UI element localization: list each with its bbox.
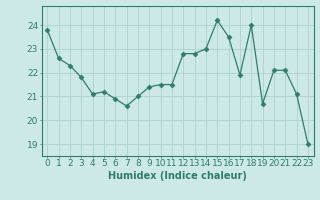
- X-axis label: Humidex (Indice chaleur): Humidex (Indice chaleur): [108, 171, 247, 181]
